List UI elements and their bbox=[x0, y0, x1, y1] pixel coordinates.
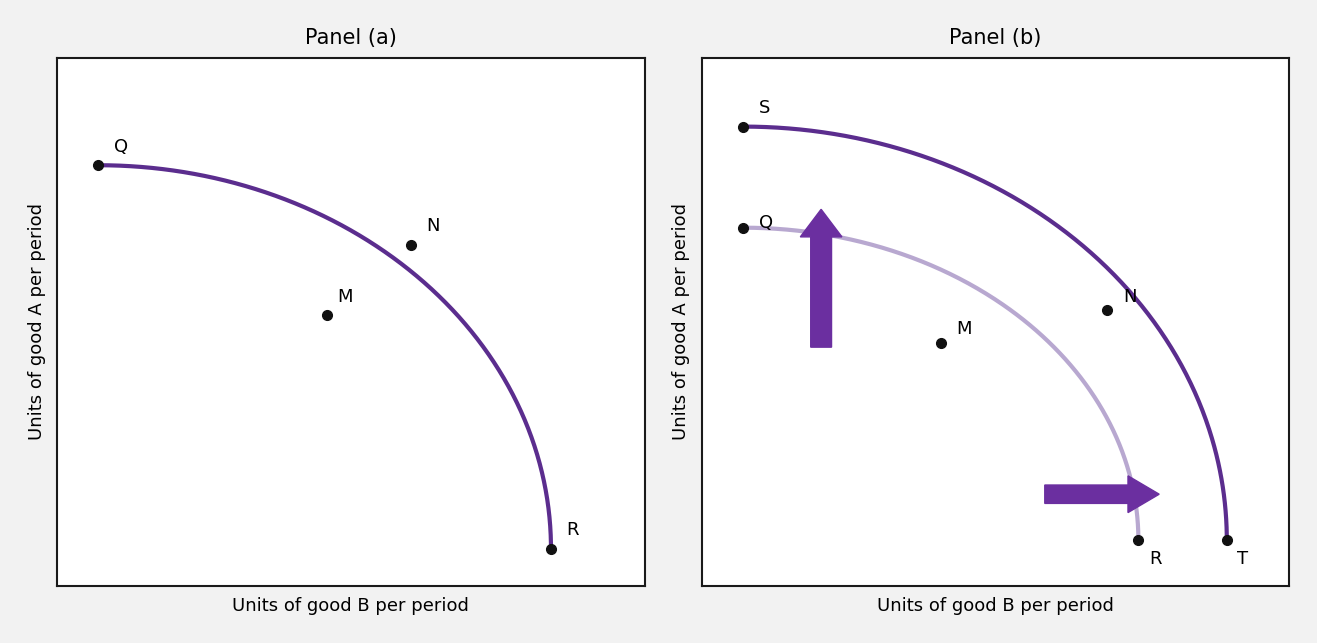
Text: N: N bbox=[427, 217, 440, 235]
Text: S: S bbox=[759, 100, 770, 118]
X-axis label: Units of good B per period: Units of good B per period bbox=[232, 597, 469, 615]
Text: Q: Q bbox=[759, 214, 773, 232]
X-axis label: Units of good B per period: Units of good B per period bbox=[877, 597, 1114, 615]
Text: N: N bbox=[1123, 288, 1137, 306]
Title: Panel (a): Panel (a) bbox=[304, 28, 396, 48]
Text: T: T bbox=[1237, 550, 1249, 568]
FancyArrow shape bbox=[1044, 476, 1159, 512]
Text: M: M bbox=[337, 287, 353, 305]
Text: R: R bbox=[566, 521, 579, 539]
Text: R: R bbox=[1148, 550, 1162, 568]
Y-axis label: Units of good A per period: Units of good A per period bbox=[673, 203, 690, 440]
Title: Panel (b): Panel (b) bbox=[950, 28, 1042, 48]
Text: M: M bbox=[956, 320, 972, 338]
Y-axis label: Units of good A per period: Units of good A per period bbox=[28, 203, 46, 440]
FancyArrow shape bbox=[801, 210, 842, 347]
Text: Q: Q bbox=[115, 138, 128, 156]
